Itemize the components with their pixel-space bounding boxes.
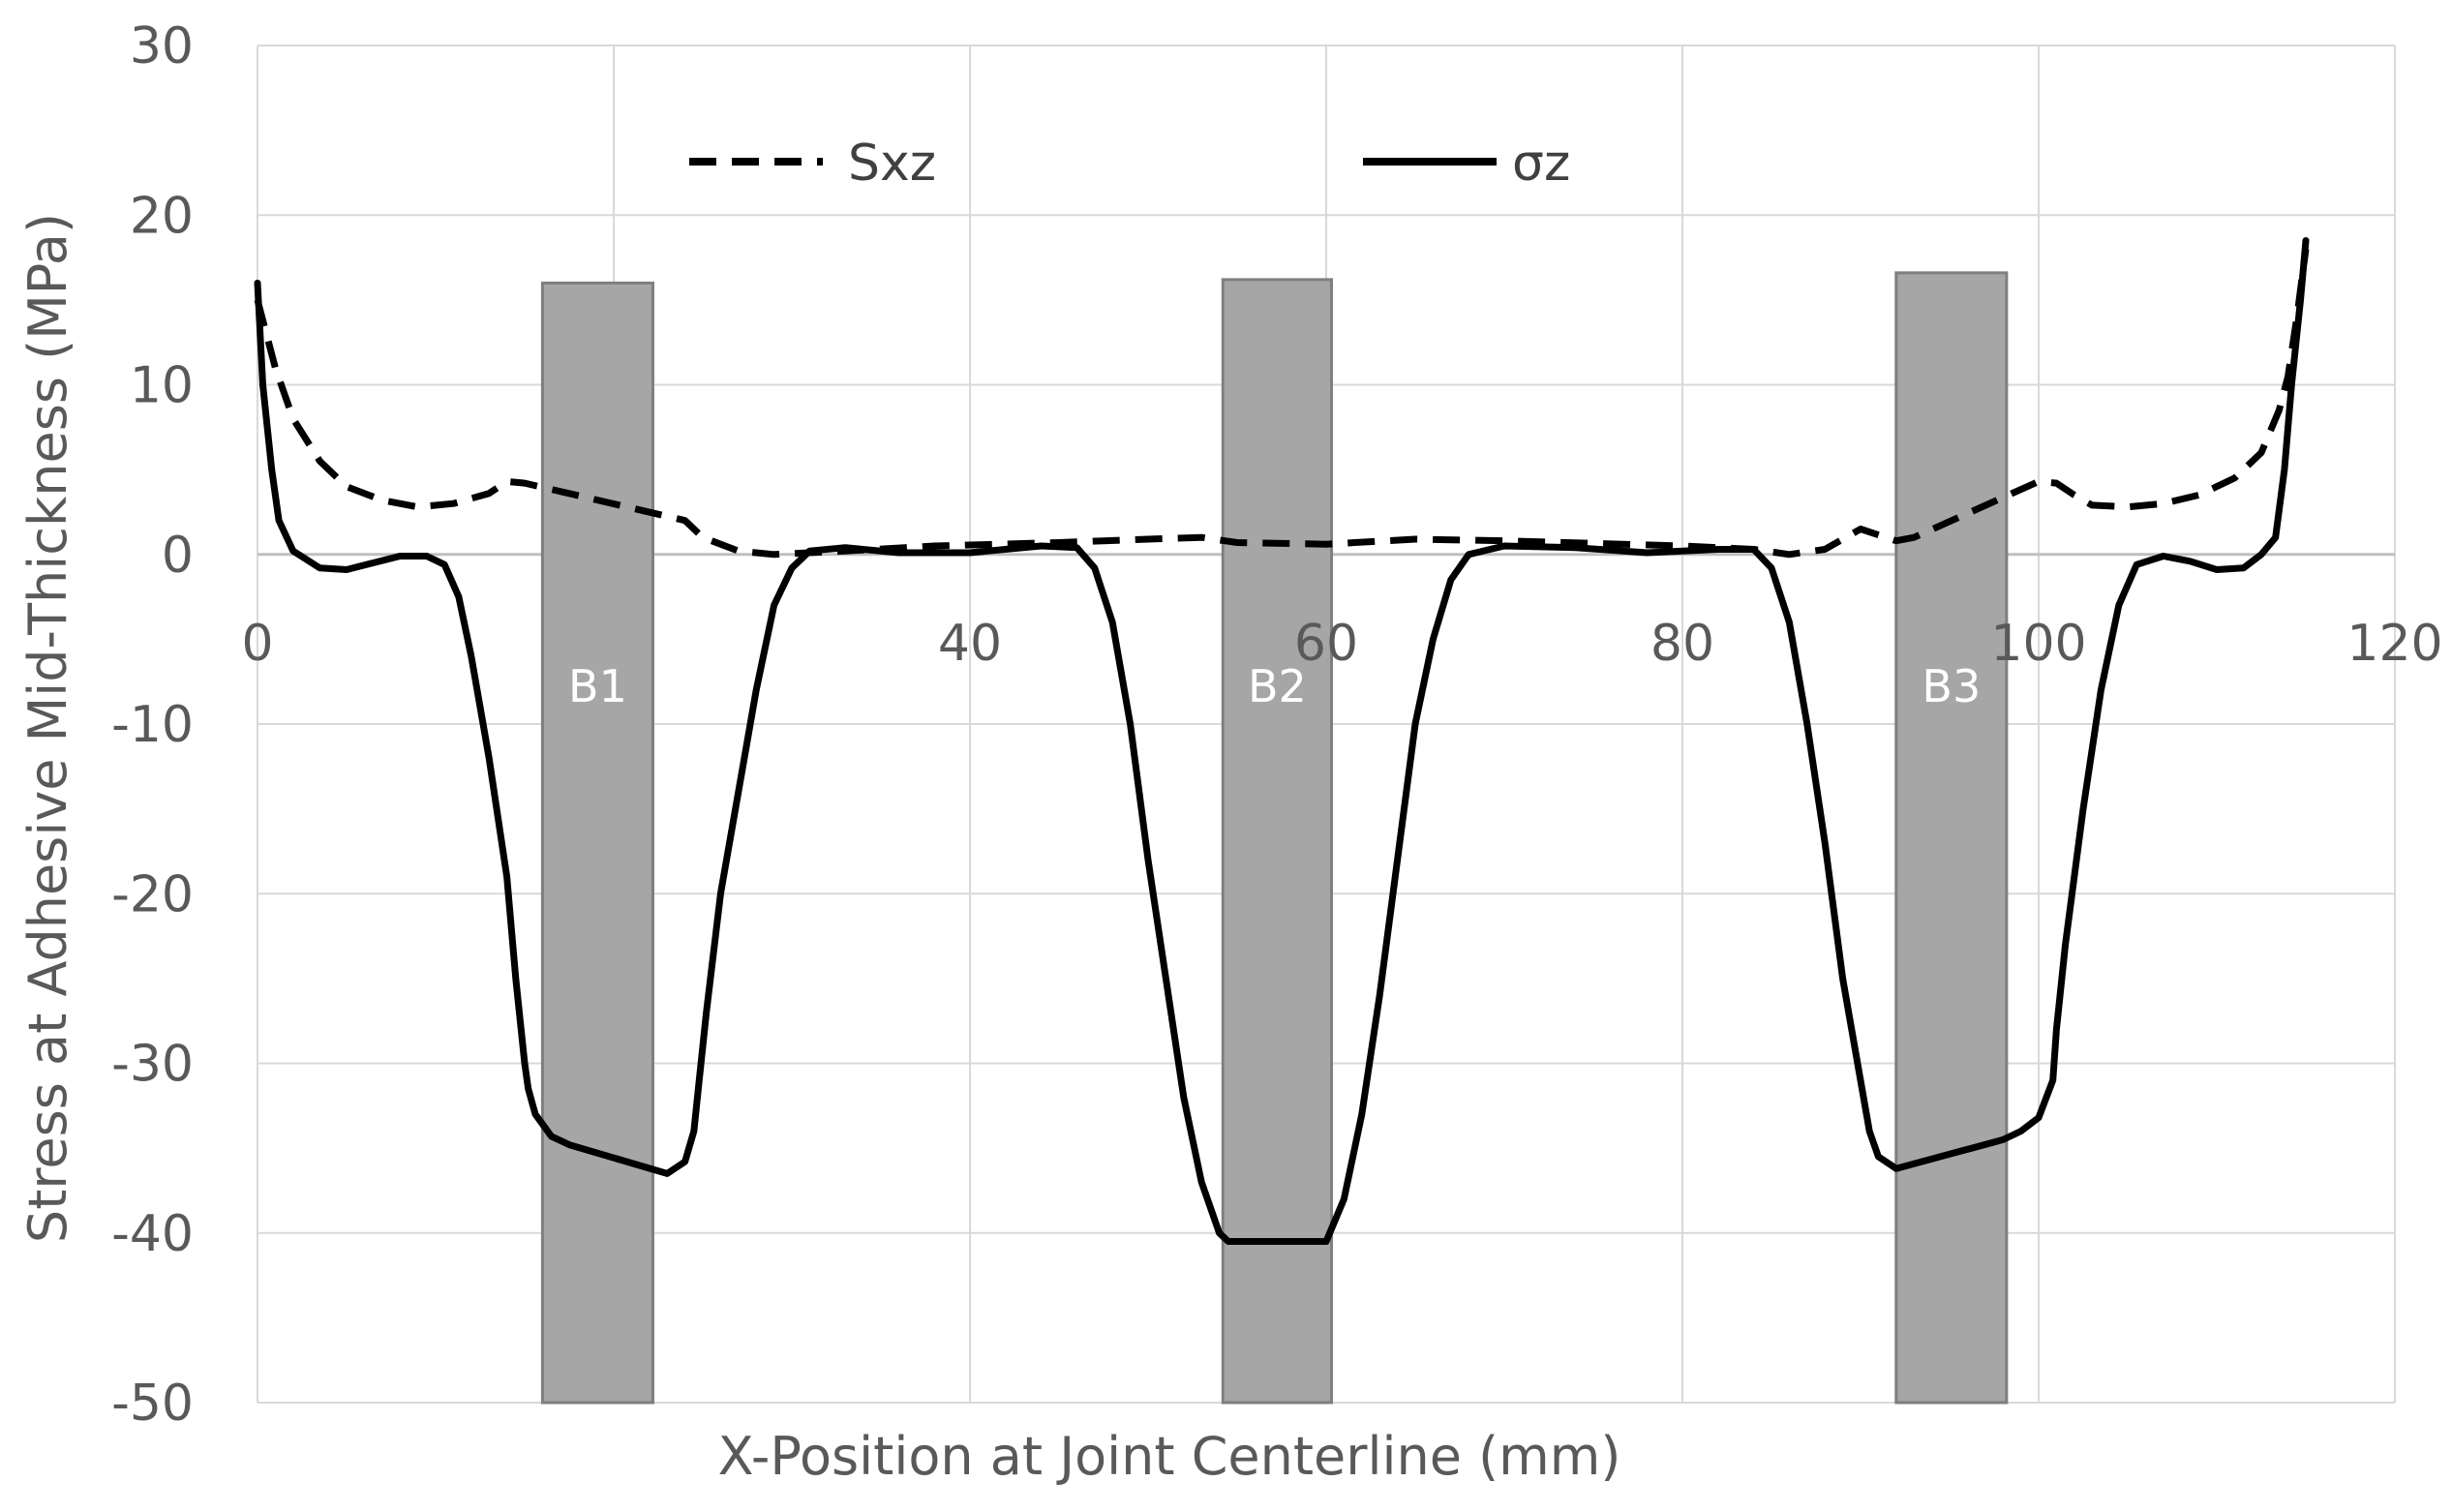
- x-tick-label: 80: [1650, 615, 1714, 673]
- x-tick-labels: 0 40 60 80 100 120: [241, 615, 2442, 673]
- y-tick-label: 0: [162, 527, 194, 585]
- y-tick-label: -50: [111, 1375, 194, 1433]
- x-tick-label: 100: [1990, 615, 2086, 673]
- x-tick-label: 40: [938, 615, 1002, 673]
- x-tick-label: 0: [241, 615, 273, 673]
- bolt-bar-b3: [1894, 271, 2009, 1405]
- y-tick-label: -30: [111, 1036, 194, 1094]
- bolt-label-b2: B2: [1248, 660, 1307, 712]
- bolt-bar-b2: [1221, 278, 1334, 1405]
- series-line-sxz: [254, 248, 2310, 559]
- y-tick-label: 10: [130, 357, 194, 415]
- bolt-label-b3: B3: [1922, 660, 1981, 712]
- legend-label-sxz: Sxz: [848, 135, 936, 193]
- series-line-sigma-z: [254, 237, 2310, 1245]
- y-tick-label: -40: [111, 1205, 194, 1263]
- x-tick-label: 60: [1294, 615, 1358, 673]
- legend: Sxz σz: [689, 135, 1570, 193]
- bolt-bar-b1: [540, 281, 654, 1405]
- y-tick-label: -20: [111, 865, 194, 923]
- legend-label-sigma-z: σz: [1512, 135, 1570, 193]
- x-axis-title: X-Position at Joint Centerline (mm): [718, 1426, 1621, 1487]
- y-tick-labels: 30 20 10 0 -10 -20 -30 -40 -50: [111, 17, 194, 1433]
- bolt-bars: B1 B2 B3: [540, 271, 2009, 1405]
- series-lines: [254, 237, 2310, 1245]
- bolt-label-b1: B1: [568, 660, 627, 712]
- y-axis-title: Stress at Adhesive Mid-Thickness (MPa): [17, 213, 78, 1243]
- x-tick-label: 120: [2346, 615, 2442, 673]
- y-tick-label: -10: [111, 696, 194, 754]
- y-tick-label: 20: [130, 187, 194, 245]
- y-tick-label: 30: [130, 17, 194, 76]
